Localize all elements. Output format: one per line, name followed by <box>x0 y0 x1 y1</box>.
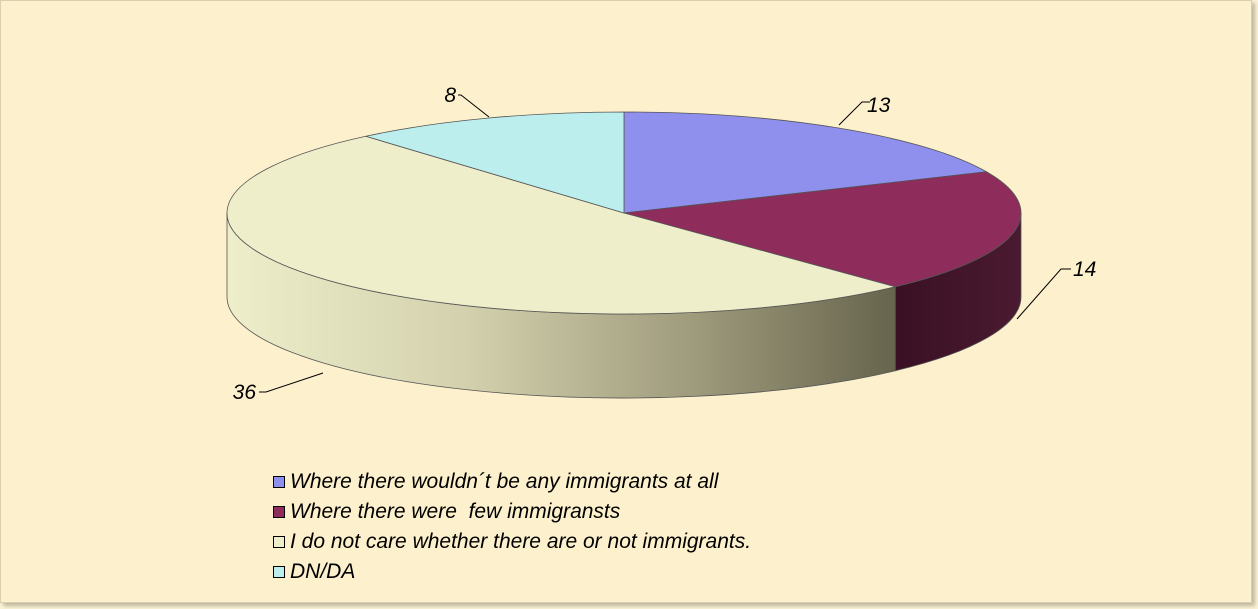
data-label: 14 <box>1073 258 1096 281</box>
legend-swatch <box>273 536 285 548</box>
pie-slice <box>623 171 1022 288</box>
legend-item: I do not care whether there are or not i… <box>273 527 751 557</box>
data-label: 36 <box>233 381 257 404</box>
legend-swatch <box>273 506 285 518</box>
legend-swatch <box>273 566 285 578</box>
data-label: 13 <box>867 94 891 117</box>
legend-item: Where there wouldn´t be any immigrants a… <box>273 467 751 497</box>
legend-item: DN/DA <box>273 557 751 587</box>
legend-label: DN/DA <box>290 560 356 583</box>
legend-label: Where there were few immigransts <box>290 500 621 523</box>
legend-label: Where there wouldn´t be any immigrants a… <box>290 470 719 493</box>
legend: Where there wouldn´t be any immigrants a… <box>273 467 751 587</box>
pie-slice <box>365 111 625 214</box>
legend-swatch <box>273 476 285 488</box>
leader-line <box>458 94 490 118</box>
legend-label: I do not care whether there are or not i… <box>290 530 752 553</box>
leader-line <box>259 372 324 393</box>
legend-item: Where there were few immigransts <box>273 497 751 527</box>
data-label: 8 <box>444 84 456 107</box>
leader-line <box>1016 268 1071 320</box>
pie-slice <box>623 111 988 214</box>
leader-line <box>838 101 870 126</box>
pie-slice <box>226 135 896 315</box>
